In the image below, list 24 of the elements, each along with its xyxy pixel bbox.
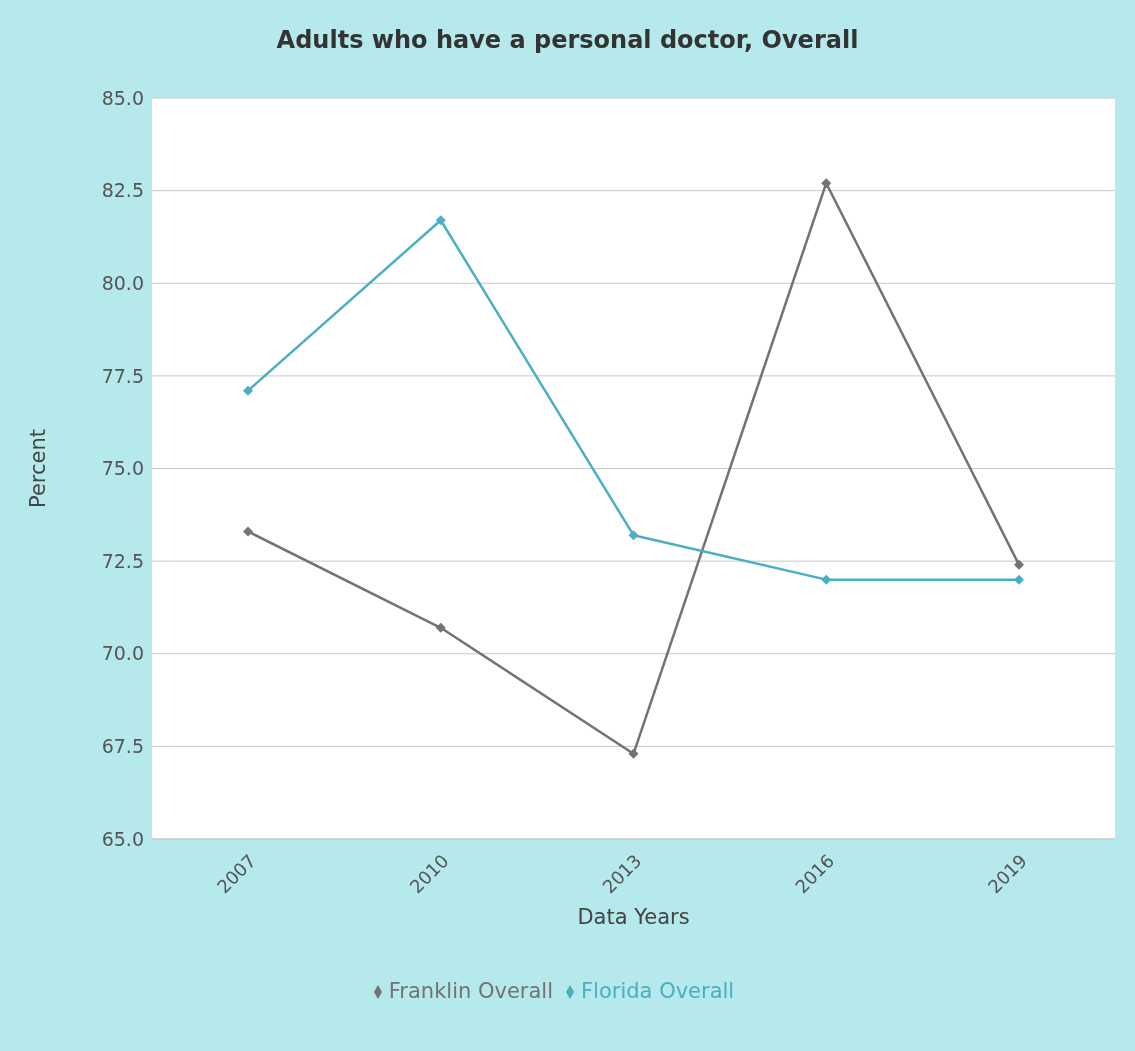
point [243,385,253,396]
legend-label: Franklin Overall [388,979,554,1003]
x-axis-title: Data Years [577,905,690,929]
point [1014,559,1024,570]
y-tick-label: 80.0 [101,271,144,294]
y-tick-label: 67.5 [101,735,144,758]
y-axis-title: Percent [26,428,51,509]
y-tick-label: 82.5 [101,179,144,202]
point [435,215,446,226]
point [243,526,253,537]
y-tick-label: 65.0 [101,827,144,850]
y-tick-label: 75.0 [101,457,144,480]
point [628,748,639,759]
legend-label: Florida Overall [581,979,735,1003]
y-tick-label: 85.0 [101,86,144,109]
point [821,178,832,189]
point [628,530,639,541]
point [435,622,446,633]
chart-title: Adults who have a personal doctor, Overall [275,26,860,54]
y-tick-label: 77.5 [101,364,144,387]
point [821,574,832,585]
y-tick-label: 72.5 [101,549,144,572]
y-tick-label: 70.0 [101,642,144,665]
point [1014,574,1024,585]
